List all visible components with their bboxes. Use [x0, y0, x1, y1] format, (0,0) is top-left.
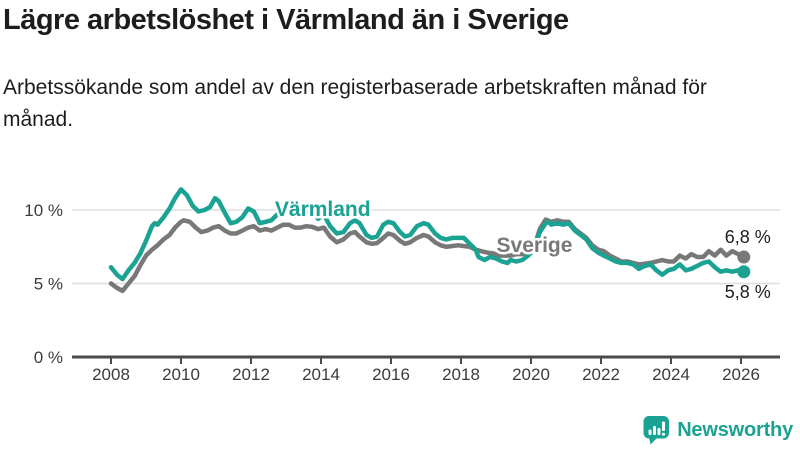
x-axis-tick-label: 2008 — [92, 365, 130, 384]
x-axis-tick-label: 2014 — [302, 365, 340, 384]
x-axis-tick-label: 2018 — [442, 365, 480, 384]
brand-name: Newsworthy — [677, 418, 793, 441]
series-end-dot-sverige — [737, 250, 751, 264]
chart-subtitle: Arbetssökande som andel av den registerb… — [3, 76, 707, 131]
series-end-dot-värmland — [737, 265, 751, 279]
y-axis-tick-label: 10 % — [24, 201, 63, 220]
brand-footer: Newsworthy — [643, 415, 793, 445]
x-axis-tick-label: 2024 — [652, 365, 690, 384]
x-axis-tick-label: 2022 — [582, 365, 620, 384]
x-axis-tick-label: 2016 — [372, 365, 410, 384]
chart-title: Lägre arbetslöshet i Värmland än i Sveri… — [3, 4, 569, 36]
x-axis-tick-label: 2012 — [232, 365, 270, 384]
value-label: 6,8 % — [725, 227, 771, 247]
unemployment-line-chart: 0 % 5 % 10 % 2008 2010 2012 2014 2016 2018 2020 20… — [24, 187, 780, 384]
series-line-värmland — [108, 187, 747, 282]
x-axis-tick-label: 2020 — [512, 365, 550, 384]
series-line-sverige — [108, 217, 747, 294]
series-label: Värmland — [275, 198, 371, 221]
newsworthy-logo-icon — [643, 416, 670, 445]
x-axis-tick-label: 2026 — [722, 365, 760, 384]
y-axis-tick-label: 0 % — [34, 348, 63, 367]
x-axis-tick-label: 2010 — [162, 365, 200, 384]
value-label: 5,8 % — [725, 282, 771, 302]
y-axis-tick-label: 5 % — [34, 275, 63, 294]
series-label: Sverige — [497, 234, 573, 257]
